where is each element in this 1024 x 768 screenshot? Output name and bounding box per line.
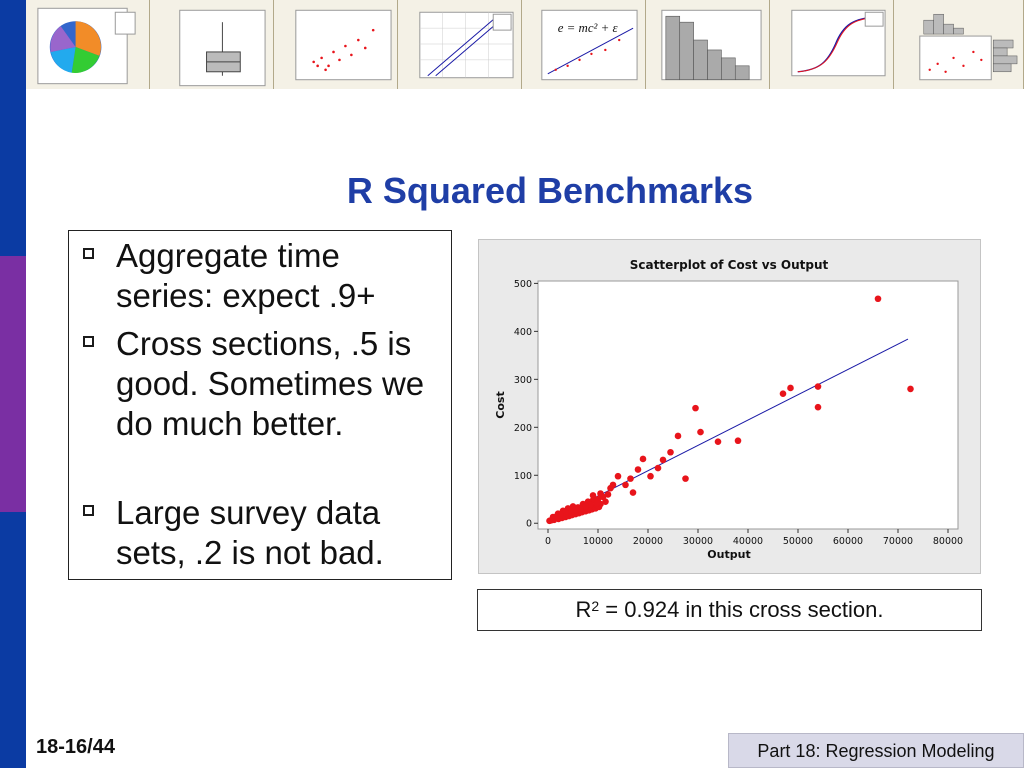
data-point [714, 438, 722, 445]
x-tick-label: 10000 [583, 536, 613, 547]
data-point [553, 512, 561, 520]
data-point [629, 489, 637, 496]
data-point [602, 498, 609, 505]
bullet-list: Aggregate time series: expect .9+ Cross … [68, 230, 452, 580]
scatterplot-thumbnail [274, 0, 398, 89]
left-accent-blue-bottom [0, 512, 26, 768]
data-point [562, 508, 569, 516]
left-accent-blue-top [0, 0, 26, 256]
bullet-item: Large survey data sets, .2 is not bad. [83, 493, 426, 573]
y-tick-label: 300 [514, 375, 532, 386]
marginal-plot-thumbnail [894, 0, 1024, 89]
x-tick-label: 80000 [933, 536, 963, 547]
data-point [734, 437, 742, 445]
square-bullet-icon [83, 505, 94, 516]
data-point [692, 404, 699, 412]
data-point [654, 464, 662, 472]
x-tick-label: 50000 [783, 536, 813, 547]
square-bullet-icon [83, 248, 94, 259]
x-axis-label: Output [707, 548, 750, 561]
y-tick-label: 400 [514, 327, 532, 338]
y-tick-label: 500 [514, 279, 532, 290]
square-bullet-icon [83, 336, 94, 347]
equation-text: e = mc² + ε [558, 21, 619, 35]
note-superscript: 2 [591, 598, 600, 614]
scatterplot-chart: Scatterplot of Cost vs Output 0 100 200 300… [494, 258, 963, 561]
data-point [814, 403, 822, 411]
left-accent-purple [0, 256, 26, 512]
data-point [674, 432, 682, 440]
pie-chart-thumbnail [26, 0, 150, 89]
footer-label: Part 18: Regression Modeling [728, 733, 1024, 768]
bullet-item: Aggregate time series: expect .9+ [83, 236, 426, 316]
r-squared-note: R2 = 0.924 in this cross section. [477, 589, 982, 631]
y-tick-label: 0 [526, 519, 532, 530]
data-point [634, 466, 642, 473]
data-point [874, 295, 882, 303]
regression-fit-line [547, 338, 909, 522]
slide-title: R Squared Benchmarks [346, 170, 754, 211]
boxplot-thumbnail [150, 0, 274, 89]
left-accent-bar [0, 0, 26, 768]
scatterplot-panel: Scatterplot of Cost vs Output 0 100 200 300… [478, 239, 981, 574]
empirical-cdf-thumbnail [770, 0, 894, 89]
data-point [587, 501, 594, 508]
y-axis: 0 100 200 300 400 500 [514, 279, 538, 530]
data-point [779, 390, 787, 398]
data-point [614, 472, 622, 480]
data-point [907, 385, 914, 393]
data-point [682, 475, 689, 482]
data-point [593, 499, 601, 507]
y-tick-label: 200 [514, 423, 532, 434]
bullet-item: Cross sections, .5 is good. Sometimes we… [83, 324, 426, 444]
data-point [639, 455, 647, 463]
thumbnail-strip: e = mc² + ε [26, 0, 1024, 89]
x-tick-label: 0 [545, 536, 551, 547]
data-point [787, 384, 794, 392]
histogram-thumbnail [646, 0, 770, 89]
data-point [627, 475, 634, 482]
data-point [604, 491, 612, 498]
data-point [647, 472, 654, 480]
data-point [609, 481, 617, 489]
bullet-text: Large survey data sets, .2 is not bad. [116, 494, 384, 571]
data-point [577, 505, 584, 513]
data-points [546, 295, 914, 525]
x-tick-label: 30000 [683, 536, 713, 547]
probability-plot-thumbnail [398, 0, 522, 89]
y-tick-label: 100 [514, 471, 532, 482]
data-point [597, 490, 604, 497]
y-axis-label: Cost [494, 391, 507, 418]
data-point [814, 383, 822, 390]
plot-area [537, 280, 959, 530]
data-point [589, 492, 597, 499]
x-axis: 0 10000 20000 30000 40000 50000 60000 70000 8000… [545, 529, 963, 547]
slide-number: 18-16/44 [36, 736, 115, 758]
data-point [622, 481, 629, 489]
note-suffix: = 0.924 in this cross section. [599, 597, 884, 622]
bullet-text: Aggregate time series: expect .9+ [116, 237, 376, 314]
chart-title: Scatterplot of Cost vs Output [630, 258, 829, 272]
equation-scatter-thumbnail: e = mc² + ε [522, 0, 646, 89]
note-prefix: R [575, 597, 592, 622]
bullet-text: Cross sections, .5 is good. Sometimes we… [116, 325, 425, 442]
x-tick-label: 40000 [733, 536, 763, 547]
data-point [697, 428, 704, 436]
data-point [667, 448, 674, 456]
data-point [659, 456, 667, 464]
x-tick-label: 20000 [633, 536, 663, 547]
x-tick-label: 70000 [883, 536, 913, 547]
data-point [572, 506, 579, 514]
data-point [582, 502, 589, 510]
x-tick-label: 60000 [833, 536, 863, 547]
data-point [567, 507, 574, 515]
